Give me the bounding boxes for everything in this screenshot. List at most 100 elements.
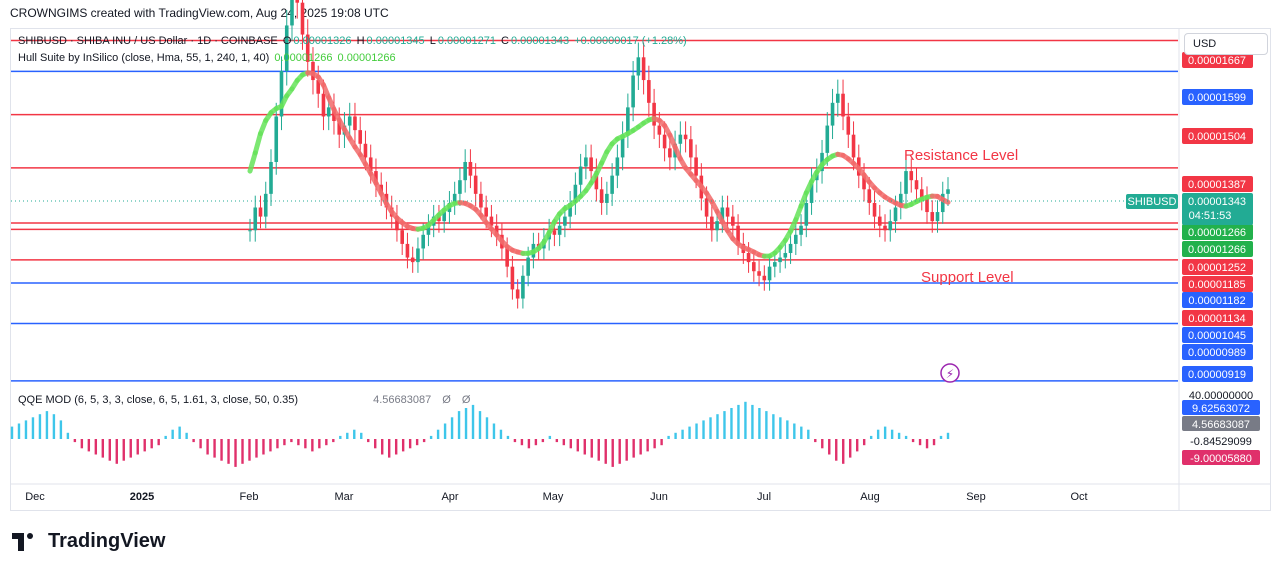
- candle-body: [898, 193, 903, 208]
- qqe-bar: [429, 435, 433, 439]
- candle-body: [452, 193, 457, 203]
- qqe-bar: [269, 439, 272, 452]
- candle-body: [269, 161, 273, 194]
- qqe-settings-icon[interactable]: Ø: [461, 394, 471, 406]
- candle-body: [799, 225, 803, 235]
- qqe-bar: [618, 439, 621, 464]
- qqe-bar: [24, 420, 28, 439]
- candle-body: [883, 225, 887, 231]
- qqe-histogram: [10, 401, 950, 467]
- price-tag-bg: [1182, 366, 1253, 382]
- candle-body: [552, 230, 557, 235]
- qqe-bar: [59, 420, 63, 439]
- qqe-bar: [311, 439, 314, 452]
- qqe-bar: [143, 439, 146, 452]
- hull-indicator-name[interactable]: Hull Suite by InSilico (close, Hma, 55, …: [18, 52, 270, 64]
- qqe-bar: [367, 439, 370, 443]
- qqe-bar: [492, 423, 496, 439]
- candle-body: [746, 253, 751, 263]
- qqe-bar: [695, 423, 698, 439]
- last-price: 0.00001343: [1188, 196, 1246, 208]
- qqe-bar: [87, 439, 91, 452]
- price-tag-top: 0.00001667: [1188, 55, 1246, 67]
- qqe-bar: [485, 417, 489, 439]
- qqe-indicator-name[interactable]: QQE MOD (6, 5, 3, 3, close, 6, 5, 1.61, …: [18, 394, 299, 406]
- symbol-tag-bg: [1126, 194, 1178, 209]
- time-axis: Dec 2025 Feb Mar Apr May Jun Jul Aug Sep Oct: [11, 29, 1270, 510]
- horizontal-levels: [11, 39, 1178, 382]
- candle-body: [620, 134, 625, 158]
- qqe-visibility-icon[interactable]: Ø: [442, 394, 451, 406]
- qqe-scale-label: -9.00005880: [1190, 453, 1252, 465]
- qqe-bar: [450, 417, 454, 439]
- candle-body: [909, 171, 914, 181]
- qqe-bar: [150, 439, 153, 449]
- qqe-bar: [625, 439, 628, 461]
- qqe-bar: [108, 439, 111, 461]
- qqe-bar: [360, 432, 363, 439]
- candle-body: [494, 225, 499, 235]
- candle-body: [510, 266, 515, 290]
- qqe-scale-label: -0.84529099: [1190, 436, 1252, 448]
- qqe-bar: [297, 439, 300, 446]
- annotations: Resistance Level Support Level ⚡: [904, 147, 1018, 383]
- qqe-scale-label: 40.00000000: [1189, 390, 1253, 402]
- candle-body: [783, 253, 788, 258]
- price-scale: 0.00001667 0.00001599 0.00001504 0.00001387…: [11, 52, 1260, 465]
- qqe-bar: [122, 439, 125, 461]
- candle-body: [521, 275, 525, 299]
- candle-body: [647, 80, 651, 103]
- currency-selector[interactable]: USD: [1184, 33, 1268, 55]
- candle-body: [835, 93, 840, 103]
- price-tag-bg: [1182, 310, 1253, 326]
- qqe-bar: [604, 439, 607, 464]
- qqe-bar: [590, 439, 593, 458]
- main-legend[interactable]: SHIBUSD · SHIBA INU / US Dollar · 1D · C…: [18, 35, 689, 47]
- hull-segment: [247, 150, 258, 174]
- candle-body: [767, 266, 772, 281]
- close-label: C: [501, 35, 509, 47]
- high-label: H: [356, 35, 365, 47]
- price-tag: 0.00001599: [1188, 92, 1246, 104]
- candle-body: [773, 262, 777, 267]
- hull-value-1: 0.00001266: [274, 52, 333, 64]
- qqe-bar: [765, 411, 768, 439]
- candle-body: [473, 175, 478, 194]
- price-tag-bg: [1182, 292, 1253, 308]
- candle-body: [825, 125, 830, 153]
- high-value: 0.00001345: [366, 35, 425, 47]
- qqe-bar: [562, 439, 566, 446]
- candle-body: [662, 134, 667, 149]
- candle-body: [442, 212, 446, 222]
- qqe-bar: [457, 411, 461, 439]
- candle-body: [804, 202, 809, 226]
- tradingview-logo-icon: [12, 532, 42, 551]
- qqe-tag-bg: [1182, 450, 1260, 465]
- qqe-bar: [31, 417, 35, 439]
- qqe-bar: [632, 439, 635, 458]
- qqe-bar: [932, 439, 936, 446]
- time-axis-label: May: [543, 491, 564, 503]
- low-label: L: [429, 35, 436, 47]
- qqe-bar: [101, 439, 105, 458]
- candle-body: [904, 171, 908, 194]
- qqe-bar: [387, 439, 391, 458]
- hull-tag-bg: [1182, 241, 1253, 257]
- candle-body: [316, 80, 321, 94]
- qqe-bar: [353, 429, 356, 439]
- qqe-legend[interactable]: QQE MOD (6, 5, 3, 3, close, 6, 5, 1.61, …: [18, 394, 472, 406]
- qqe-bar: [17, 423, 21, 439]
- symbol-title[interactable]: SHIBUSD · SHIBA INU / US Dollar · 1D · C…: [18, 35, 278, 47]
- candle-body: [274, 116, 279, 162]
- qqe-bar: [828, 439, 831, 455]
- candle-body: [946, 189, 950, 194]
- qqe-bar: [415, 439, 419, 446]
- price-tag-top-bg: [1182, 52, 1253, 68]
- qqe-bar: [234, 439, 237, 467]
- candle-body: [888, 221, 893, 231]
- hull-legend[interactable]: Hull Suite by InSilico (close, Hma, 55, …: [18, 52, 398, 64]
- open-value: 0.00001326: [293, 35, 352, 47]
- candle-body: [573, 184, 578, 203]
- candle-body: [410, 257, 415, 263]
